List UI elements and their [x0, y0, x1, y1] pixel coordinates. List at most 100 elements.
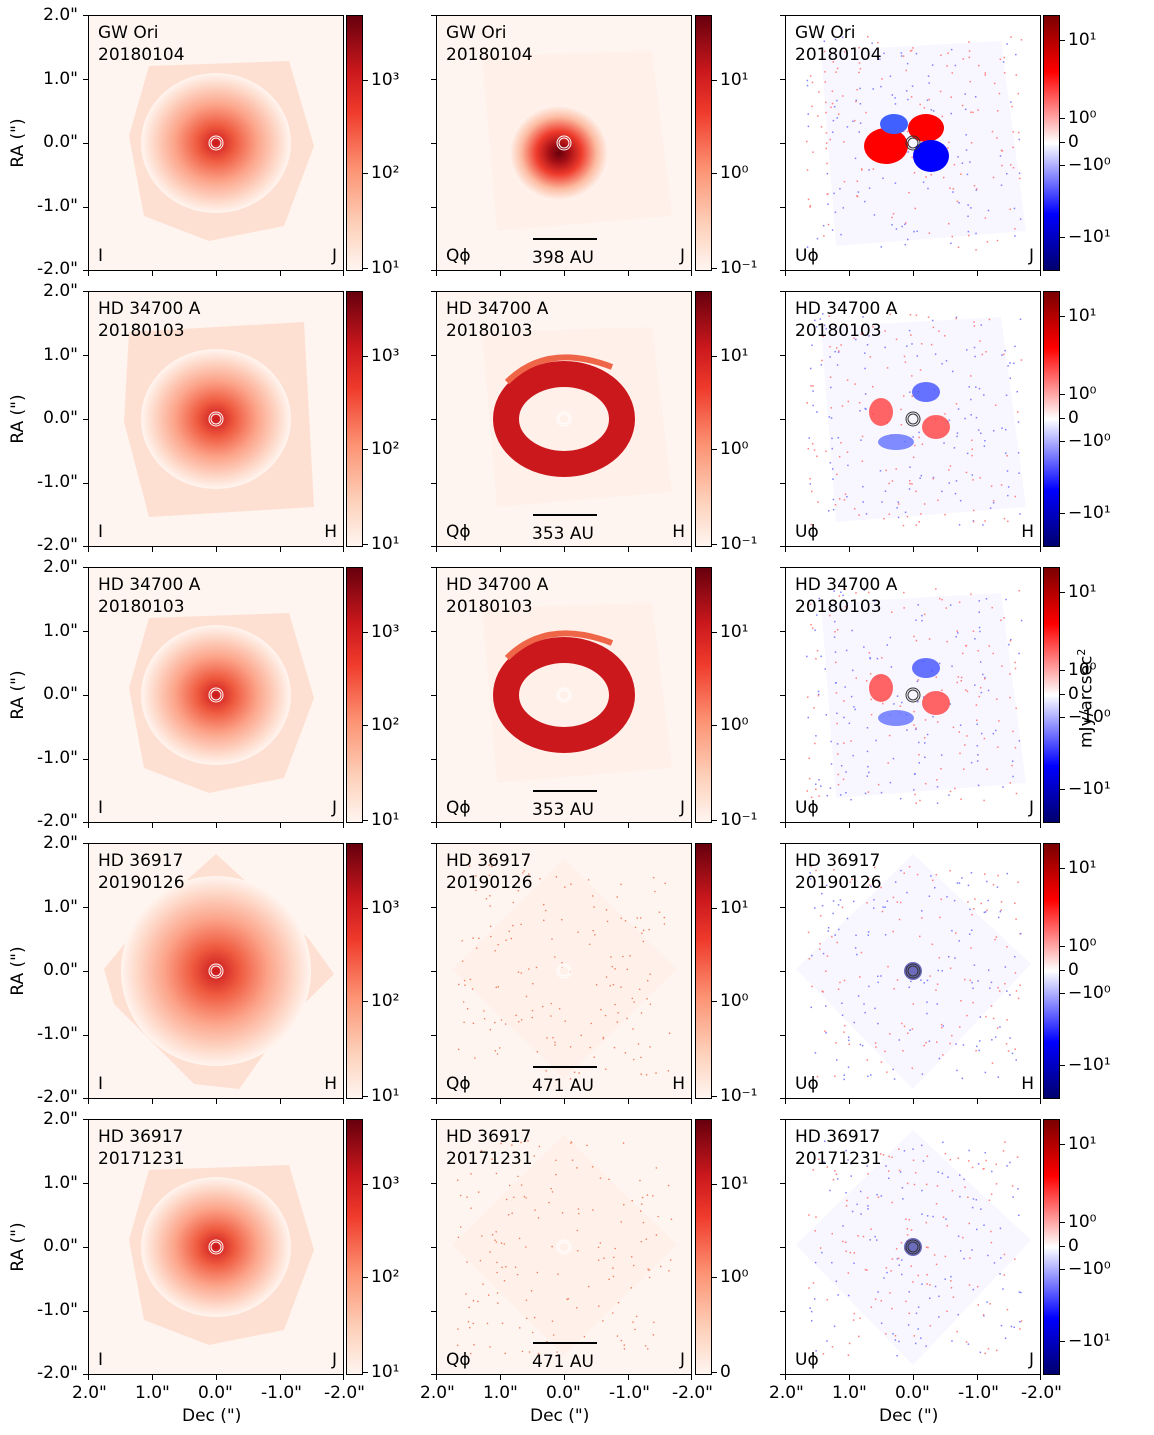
noise-pixel: [967, 230, 970, 233]
noise-pixel: [828, 315, 830, 317]
noise-pixel: [925, 176, 927, 178]
noise-pixel: [817, 501, 819, 503]
noise-pixel: [836, 99, 838, 102]
noise-pixel: [822, 224, 825, 227]
noise-pixel: [983, 911, 986, 914]
noise-dot: [508, 930, 511, 933]
noise-pixel: [960, 680, 963, 682]
noise-pixel: [907, 238, 909, 241]
noise-pixel: [904, 511, 907, 514]
noise-pixel: [938, 662, 941, 665]
noise-pixel: [851, 629, 853, 632]
noise-pixel: [918, 521, 920, 523]
noise-pixel: [858, 131, 860, 133]
noise-pixel: [807, 198, 810, 201]
scale-bar-label: 471 AU: [532, 1352, 594, 1372]
noise-pixel: [889, 636, 892, 639]
noise-dot: [513, 1196, 515, 1199]
noise-pixel: [844, 1024, 846, 1027]
band-label: H: [672, 522, 685, 542]
noise-dot: [545, 909, 547, 912]
noise-pixel: [947, 147, 949, 149]
noise-pixel: [1017, 92, 1019, 95]
noise-pixel: [936, 786, 939, 788]
noise-dot: [467, 1320, 470, 1323]
noise-pixel: [947, 52, 949, 54]
noise-pixel: [824, 1140, 826, 1143]
noise-pixel: [956, 632, 959, 634]
noise-pixel: [886, 1071, 888, 1073]
noise-pixel: [807, 931, 810, 934]
noise-pixel: [984, 440, 986, 442]
noise-dot: [490, 865, 493, 868]
noise-pixel: [864, 1011, 866, 1014]
obs-date: 20180104: [98, 45, 185, 65]
colorbar-q: [695, 291, 712, 547]
panel-title: HD 36917 20171231: [98, 1126, 185, 1170]
noise-dot: [670, 1218, 673, 1221]
colorbar-tick-label: 10⁻¹: [720, 534, 758, 554]
noise-pixel: [958, 201, 960, 204]
coronagraph-mask-circle: [558, 1241, 570, 1253]
coronagraph-mask-circle: [558, 413, 570, 425]
obs-date: 20171231: [795, 1149, 882, 1169]
y-tick-label: -1.0": [37, 747, 78, 768]
y-tick-mark: [431, 843, 436, 844]
noise-pixel: [1017, 131, 1020, 134]
noise-pixel: [943, 335, 946, 337]
noise-pixel: [821, 904, 824, 907]
noise-dot: [550, 1002, 553, 1005]
noise-dot: [468, 865, 471, 867]
uphi-footprint: [821, 593, 1026, 798]
noise-dot: [489, 1028, 492, 1031]
noise-dot: [641, 932, 643, 934]
noise-pixel: [940, 754, 943, 756]
noise-dot: [530, 1290, 533, 1292]
noise-pixel: [985, 1159, 987, 1162]
noise-pixel: [913, 172, 916, 174]
noise-dot: [603, 1257, 605, 1260]
x-tick-mark: [913, 1099, 914, 1104]
x-tick-mark: [564, 1099, 565, 1104]
noise-pixel: [836, 1059, 838, 1061]
noise-pixel: [889, 781, 892, 784]
noise-pixel: [927, 187, 929, 190]
noise-pixel: [852, 1319, 855, 1321]
noise-dot: [630, 1287, 633, 1289]
noise-pixel: [866, 1197, 869, 1199]
x-tick-mark: [785, 823, 786, 828]
y-tick-mark: [431, 695, 436, 696]
y-tick-label: 1.0": [43, 68, 78, 89]
noise-pixel: [809, 603, 812, 606]
noise-dot: [536, 1271, 539, 1274]
noise-pixel: [827, 926, 830, 929]
noise-dot: [637, 1043, 640, 1045]
noise-pixel: [825, 132, 828, 134]
x-tick-mark: [152, 271, 153, 276]
noise-pixel: [938, 1316, 940, 1318]
noise-pixel: [833, 105, 836, 108]
noise-pixel: [926, 979, 929, 982]
noise-pixel: [952, 726, 955, 729]
noise-pixel: [971, 474, 974, 476]
noise-dot: [545, 1070, 547, 1072]
noise-pixel: [910, 1265, 912, 1267]
noise-pixel: [962, 768, 965, 770]
noise-pixel: [997, 916, 1000, 919]
noise-pixel: [965, 645, 967, 647]
colorbar-q: [695, 567, 712, 823]
noise-pixel: [855, 338, 857, 341]
noise-pixel: [867, 931, 870, 933]
noise-pixel: [820, 126, 823, 128]
noise-dot: [464, 984, 466, 986]
colorbar-tick-label: −10¹: [1068, 1055, 1111, 1075]
noise-pixel: [880, 657, 883, 659]
noise-pixel: [884, 1050, 886, 1053]
noise-pixel: [834, 661, 837, 664]
noise-dot: [470, 1173, 472, 1175]
noise-pixel: [889, 1292, 891, 1294]
noise-pixel: [909, 391, 911, 393]
noise-dot: [640, 1012, 643, 1014]
x-tick-mark: [436, 271, 437, 276]
coronagraph-mask-circle: [907, 689, 919, 701]
